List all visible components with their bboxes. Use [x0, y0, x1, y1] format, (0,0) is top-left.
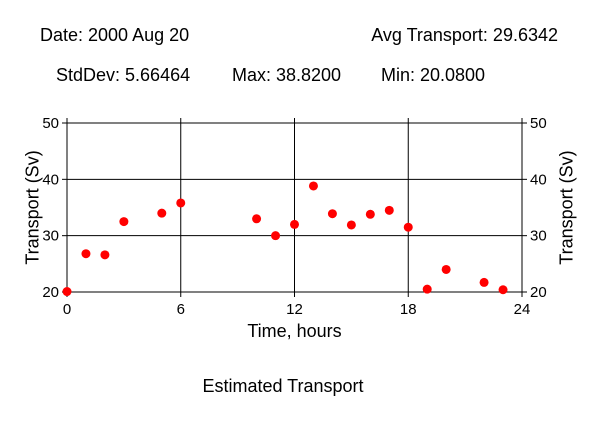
chart-points	[62, 181, 508, 297]
data-point	[422, 284, 432, 294]
x-tick-label: 24	[514, 301, 531, 318]
chart-grid	[67, 123, 522, 292]
data-point	[346, 220, 356, 230]
data-point	[498, 285, 508, 295]
data-point	[157, 208, 167, 218]
data-point	[384, 205, 394, 215]
data-point	[252, 214, 262, 224]
y-tick-label-right: 30	[530, 228, 547, 245]
y-axis-title-right: Transport (Sv)	[556, 150, 576, 264]
x-tick-label: 6	[177, 301, 185, 318]
data-point	[81, 249, 91, 259]
date-label: Date: 2000 Aug 20	[40, 25, 190, 45]
x-tick-label: 18	[400, 301, 417, 318]
x-tick-label: 12	[286, 301, 303, 318]
x-tick-label: 0	[63, 301, 71, 318]
max-label: Max: 38.8200	[232, 65, 342, 85]
data-point	[290, 219, 299, 229]
y-tick-label-right: 50	[530, 115, 547, 132]
data-point	[479, 277, 489, 287]
y-axis-title-left: Transport (Sv)	[22, 150, 42, 264]
y-tick-label-left: 20	[42, 284, 59, 301]
x-axis-title: Time, hours	[247, 321, 341, 341]
avg-transport-label: Avg Transport: 29.6342	[371, 25, 558, 45]
y-tick-label-right: 20	[530, 284, 547, 301]
y-tick-label-left: 50	[42, 115, 59, 132]
data-point	[100, 250, 110, 260]
data-point	[441, 264, 451, 274]
data-point	[271, 231, 281, 241]
data-point	[365, 209, 375, 219]
y-tick-label-left: 40	[42, 171, 59, 188]
y-tick-label-left: 30	[42, 228, 59, 245]
chart-ticks	[62, 118, 527, 297]
data-point	[62, 287, 72, 297]
stddev-label: StdDev: 5.66464	[56, 65, 191, 85]
data-point	[176, 198, 186, 208]
min-label: Min: 20.0800	[381, 65, 486, 85]
data-point	[403, 222, 413, 232]
data-point	[119, 217, 129, 227]
chart-caption: Estimated Transport	[202, 376, 363, 396]
data-point	[327, 209, 337, 219]
data-point	[308, 181, 318, 191]
y-tick-label-right: 40	[530, 171, 547, 188]
